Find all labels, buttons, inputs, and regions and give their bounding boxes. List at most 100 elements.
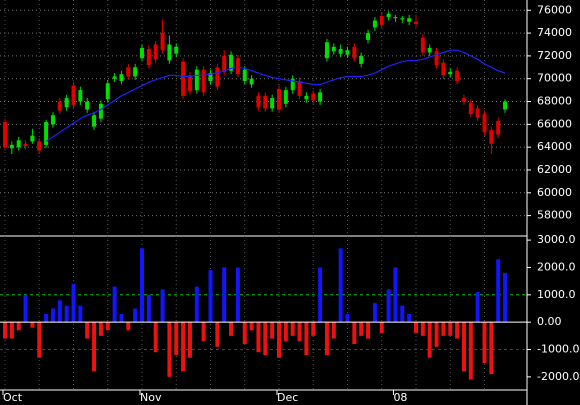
candle-body xyxy=(468,102,473,115)
candle-body xyxy=(338,49,343,54)
candle-body xyxy=(16,140,21,148)
candle-body xyxy=(359,55,364,64)
bar xyxy=(318,267,323,323)
bar xyxy=(400,305,405,323)
candle-body xyxy=(263,95,268,109)
candle-body xyxy=(366,33,371,40)
candle-body xyxy=(105,83,110,100)
bar xyxy=(133,308,138,323)
candle-body xyxy=(277,88,281,110)
bar xyxy=(194,286,199,323)
bar xyxy=(434,322,439,347)
candle-body xyxy=(98,103,103,119)
bar xyxy=(441,322,446,336)
bar xyxy=(92,322,97,372)
bar xyxy=(242,322,247,345)
candle-body xyxy=(496,120,501,135)
candle-body xyxy=(57,101,62,111)
candle-body xyxy=(44,122,49,145)
bar xyxy=(277,322,281,358)
y-tick-label: 74000 xyxy=(537,26,572,39)
candle-body xyxy=(112,76,117,79)
bar xyxy=(187,322,192,358)
bar xyxy=(57,300,62,323)
bar xyxy=(126,322,131,331)
candle-body xyxy=(414,21,418,24)
y-tick-label: 3000.0 xyxy=(537,233,576,246)
y-tick-label: 72000 xyxy=(537,49,572,62)
bar xyxy=(331,322,336,339)
bar xyxy=(222,267,227,323)
y-tick-label: 0.00 xyxy=(537,315,562,328)
bar xyxy=(475,292,480,323)
bar xyxy=(44,313,49,323)
candle-body xyxy=(420,37,425,53)
candle-body xyxy=(174,46,179,54)
y-tick-label: 68000 xyxy=(537,95,572,108)
candle-body xyxy=(304,95,309,100)
candle-body xyxy=(249,78,254,85)
bar xyxy=(352,322,357,345)
candle-body xyxy=(9,144,14,149)
x-tick-label: Oct xyxy=(3,391,23,404)
y-tick-label: -1000.0 xyxy=(537,343,579,356)
bar xyxy=(119,313,124,323)
candle-body xyxy=(30,135,35,142)
bar xyxy=(263,322,268,355)
y-tick-label: 60000 xyxy=(537,186,572,199)
bar xyxy=(201,322,206,342)
y-tick-label: 62000 xyxy=(537,163,572,176)
bar xyxy=(256,322,261,353)
bar xyxy=(249,322,254,331)
bar xyxy=(420,322,425,336)
candle-body xyxy=(85,101,90,110)
candle-body xyxy=(119,74,124,81)
y-tick-label: 66000 xyxy=(537,117,572,130)
candle-body xyxy=(434,51,439,66)
candle-body xyxy=(256,95,261,108)
candle-body xyxy=(475,108,480,118)
bar xyxy=(379,322,384,334)
bar xyxy=(174,322,179,355)
bar xyxy=(30,322,35,328)
bar xyxy=(160,289,165,323)
bar xyxy=(448,322,453,336)
bar xyxy=(311,322,316,336)
candle-body xyxy=(78,90,83,102)
bar xyxy=(414,322,418,334)
bar xyxy=(50,308,55,323)
bar xyxy=(503,272,508,323)
bar xyxy=(270,322,275,339)
bar xyxy=(407,313,412,323)
moving-average-line xyxy=(45,49,506,142)
bar xyxy=(455,322,460,339)
candle-body xyxy=(146,49,151,66)
bar xyxy=(283,322,288,342)
candle-body xyxy=(153,44,158,60)
bar xyxy=(468,322,473,380)
bar xyxy=(71,283,76,323)
candle-body xyxy=(37,141,42,151)
candle-body xyxy=(400,18,405,20)
bar xyxy=(229,322,234,336)
bar xyxy=(112,286,117,323)
x-tick-label: Dec xyxy=(277,391,298,404)
candle-body xyxy=(167,44,172,61)
candle-body xyxy=(208,73,213,81)
candle-body xyxy=(194,69,199,91)
y-tick-label: 76000 xyxy=(537,3,572,16)
bar xyxy=(208,270,213,323)
bar xyxy=(105,322,110,331)
candle-body xyxy=(290,78,295,91)
candle-body xyxy=(23,143,28,147)
y-tick-label: 2000.0 xyxy=(537,260,576,273)
bar xyxy=(37,322,42,358)
candle-body xyxy=(331,46,336,52)
bar xyxy=(359,322,364,336)
bar xyxy=(235,267,240,323)
bar xyxy=(85,322,90,339)
bar xyxy=(496,259,501,323)
bar xyxy=(3,322,7,339)
y-tick-label: 58000 xyxy=(537,209,572,222)
bar xyxy=(304,322,309,355)
